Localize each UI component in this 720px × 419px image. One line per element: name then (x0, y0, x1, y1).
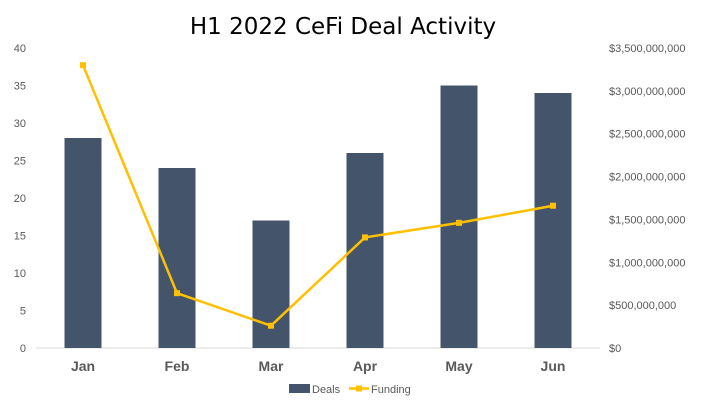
y2-tick-label: $2,000,000,000 (609, 172, 685, 184)
right-axis: $0 $500,000,000 $1,000,000,000 $1,500,000,0… (609, 43, 685, 355)
line-series-funding (80, 62, 556, 329)
legend-marker-funding (356, 385, 362, 392)
legend: Deals Funding (289, 384, 411, 396)
bar-deals-feb (158, 168, 196, 348)
legend-label-deals: Deals (312, 384, 341, 396)
y-tick-label: 20 (14, 193, 26, 205)
bar-series-deals (64, 85, 572, 348)
bar-deals-jan (64, 138, 102, 348)
y-tick-label: 15 (14, 231, 26, 243)
y-tick-label: 10 (14, 268, 26, 280)
left-axis: 0 5 10 15 20 25 30 35 40 (14, 43, 26, 355)
y2-tick-label: $500,000,000 (609, 300, 676, 312)
funding-marker-jan (80, 62, 86, 69)
bar-deals-may (440, 85, 478, 348)
y-tick-label: 25 (14, 156, 26, 168)
bar-deals-jun (534, 93, 572, 348)
x-tick-label: Jun (541, 358, 566, 374)
funding-marker-apr (362, 234, 368, 241)
y2-tick-label: $1,500,000,000 (609, 214, 685, 226)
x-tick-label: May (445, 358, 472, 374)
y2-tick-label: $2,500,000,000 (609, 129, 685, 141)
y-tick-label: 0 (20, 343, 26, 355)
funding-marker-mar (268, 322, 274, 329)
x-tick-label: Apr (353, 358, 378, 374)
y2-tick-label: $3,000,000,000 (609, 86, 685, 98)
y2-tick-label: $3,500,000,000 (609, 43, 685, 55)
chart-title: H1 2022 CeFi Deal Activity (190, 14, 496, 40)
y-tick-label: 5 (20, 306, 26, 318)
bar-deals-mar (252, 220, 290, 348)
y-tick-label: 40 (14, 43, 26, 55)
y2-tick-label: $1,000,000,000 (609, 257, 685, 269)
funding-marker-feb (174, 290, 180, 297)
funding-marker-jun (550, 202, 556, 209)
y-tick-label: 30 (14, 118, 26, 130)
legend-label-funding: Funding (371, 384, 411, 396)
y2-tick-label: $0 (609, 343, 621, 355)
funding-line (81, 64, 554, 327)
y-tick-label: 35 (14, 81, 26, 93)
funding-marker-may (456, 219, 462, 226)
x-tick-label: Feb (165, 358, 190, 374)
x-tick-label: Jan (71, 358, 95, 374)
x-tick-label: Mar (259, 358, 284, 374)
x-axis-labels: Jan Feb Mar Apr May Jun (71, 358, 566, 374)
legend-swatch-deals (289, 384, 310, 393)
